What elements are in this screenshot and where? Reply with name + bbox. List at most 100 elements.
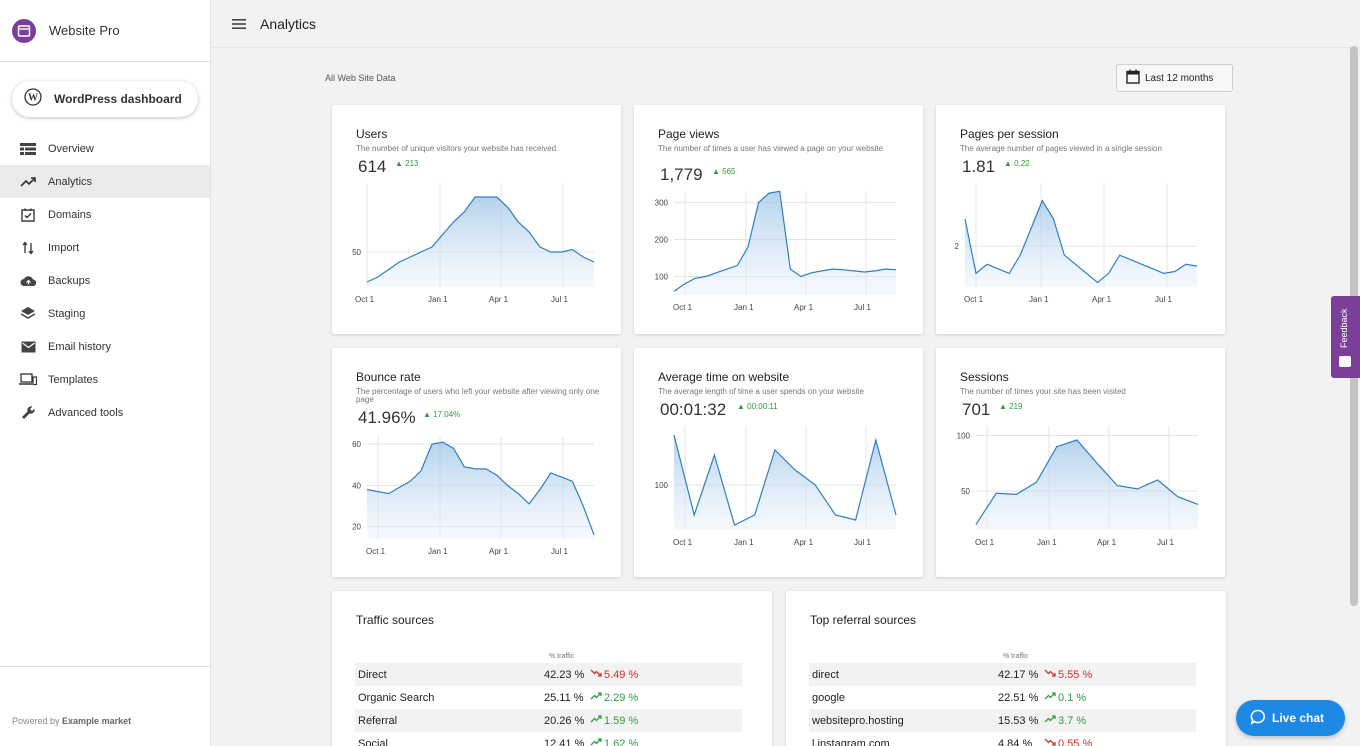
- metric-delta: ▲ 0.22: [1004, 159, 1030, 168]
- email-icon: [19, 338, 37, 356]
- metric-card-page-views: 100 200 300 Oct 1 Jan 1 Apr 1 Jul 1 Page views…: [634, 105, 923, 334]
- metric-chart: 100 200 300 Oct 1 Jan 1 Apr 1 Jul 1: [655, 190, 897, 312]
- metric-title: Page views: [658, 127, 720, 141]
- powered-by-brand[interactable]: Example market: [62, 716, 132, 726]
- trend-down-icon: [1044, 669, 1058, 680]
- series-area: [674, 191, 896, 295]
- wordpress-dashboard-button[interactable]: W WordPress dashboard: [12, 81, 198, 117]
- calendar-icon: [1126, 69, 1140, 87]
- top-bar: Analytics: [211, 0, 1360, 48]
- sidebar-footer: Powered by Example market: [0, 666, 210, 746]
- table-row[interactable]: Direct 42.23 % 5.49 %: [355, 663, 742, 686]
- sidebar-item-label: Templates: [48, 373, 99, 386]
- source-percent: 25.11 %: [544, 691, 584, 704]
- table-row[interactable]: direct 42.17 % 5.55 %: [809, 663, 1196, 686]
- sidebar-item-email-history[interactable]: Email history: [0, 330, 210, 363]
- x-tick-label: Jan 1: [734, 303, 754, 312]
- x-tick-label: Oct 1: [366, 547, 386, 556]
- metric-delta-value: 219: [1009, 402, 1023, 411]
- referral-column-header: % traffic: [1003, 653, 1029, 660]
- referrer-percent: 4.84 %: [998, 737, 1033, 746]
- metric-description: The number of unique visitors your websi…: [356, 144, 557, 153]
- referral-sources-title: Top referral sources: [810, 613, 917, 627]
- metric-delta-value: 565: [722, 167, 736, 176]
- date-range-button[interactable]: Last 12 months: [1116, 64, 1233, 92]
- series-line[interactable]: [975, 439, 1199, 525]
- series-line[interactable]: [673, 190, 897, 292]
- sidebar-item-backups[interactable]: Backups: [0, 264, 210, 297]
- source-percent: 20.26 %: [544, 714, 585, 727]
- traffic-column-header: % traffic: [549, 653, 575, 660]
- powered-by-prefix: Powered by: [12, 716, 60, 726]
- series-line[interactable]: [366, 441, 595, 536]
- sidebar-item-templates[interactable]: Templates: [0, 363, 210, 396]
- sidebar-item-label: Email history: [48, 340, 111, 353]
- metric-delta: ▲ 213: [395, 159, 419, 168]
- metric-chart: 50 100 Oct 1 Jan 1 Apr 1 Jul 1: [957, 426, 1199, 547]
- metric-card-bounce-rate: 20 40 60 Oct 1 Jan 1 Apr 1 Jul 1 Bounce rate T…: [332, 348, 621, 577]
- table-row[interactable]: l.instagram.com 4.84 % 0.55 %: [809, 732, 1196, 746]
- sidebar-item-label: Import: [48, 241, 80, 254]
- x-tick-label: Jan 1: [428, 295, 448, 304]
- sidebar-item-import[interactable]: Import: [0, 231, 210, 264]
- x-tick-label: Jul 1: [854, 303, 871, 312]
- metric-title: Average time on website: [658, 370, 790, 384]
- metric-value: 614: [358, 157, 387, 176]
- metric-value: 1.81: [962, 157, 996, 176]
- live-chat-button[interactable]: Live chat: [1236, 700, 1345, 736]
- x-tick-label: Jul 1: [551, 547, 568, 556]
- table-row[interactable]: websitepro.hosting 15.53 % 3.7 %: [809, 709, 1196, 732]
- wrench-icon: [19, 404, 37, 422]
- svg-text:W: W: [28, 92, 38, 103]
- series-line[interactable]: [964, 199, 1198, 284]
- series-area: [367, 442, 594, 539]
- overview-icon: [19, 140, 37, 158]
- source-change: 1.59 %: [604, 714, 639, 727]
- table-row[interactable]: Organic Search 25.11 % 2.29 %: [355, 686, 742, 709]
- templates-devices-icon: [19, 371, 37, 389]
- x-tick-label: Jul 1: [1157, 538, 1174, 547]
- metric-value: 41.96%: [358, 408, 416, 427]
- x-tick-label: Oct 1: [964, 295, 984, 304]
- table-row[interactable]: Social 12.41 % 1.62 %: [355, 732, 742, 746]
- sidebar-item-overview[interactable]: Overview: [0, 132, 210, 165]
- sidebar-item-label: Analytics: [48, 175, 93, 188]
- sidebar-item-staging[interactable]: Staging: [0, 297, 210, 330]
- backup-cloud-icon: [19, 272, 37, 290]
- trend-down-icon: [1044, 738, 1058, 746]
- sidebar-item-advanced-tools[interactable]: Advanced tools: [0, 396, 210, 429]
- feedback-tab[interactable]: Feedback: [1331, 296, 1360, 378]
- x-tick-label: Oct 1: [673, 303, 693, 312]
- sidebar-item-domains[interactable]: Domains: [0, 198, 210, 231]
- metric-value: 701: [962, 400, 991, 419]
- metric-chart: 100 Oct 1 Jan 1 Apr 1 Jul 1: [655, 426, 897, 547]
- date-range-label: Last 12 months: [1145, 72, 1214, 84]
- metric-description: The percentage of users who left your we…: [356, 387, 600, 404]
- y-tick-label: 2: [955, 242, 960, 251]
- live-chat-label: Live chat: [1272, 711, 1325, 725]
- y-tick-label: 50: [352, 248, 361, 257]
- table-row[interactable]: Referral 20.26 % 1.59 %: [355, 709, 742, 732]
- x-tick-label: Jul 1: [1155, 295, 1172, 304]
- sidebar-item-label: Domains: [48, 208, 92, 221]
- metric-delta: ▲ 219: [999, 402, 1023, 411]
- trend-up-icon: [590, 692, 604, 703]
- referrer-name: l.instagram.com: [812, 737, 890, 746]
- x-tick-label: Jan 1: [1029, 295, 1049, 304]
- hamburger-menu-icon[interactable]: [231, 17, 247, 31]
- metric-description: The average length of time a user spends…: [658, 387, 864, 396]
- y-tick-label: 60: [352, 440, 361, 449]
- website-pro-logo-icon: [12, 18, 36, 43]
- series-line[interactable]: [366, 196, 595, 283]
- metric-delta-value: 213: [405, 159, 419, 168]
- trend-up-icon: [590, 715, 604, 726]
- y-tick-label: 100: [957, 432, 971, 441]
- feedback-label: Feedback: [1339, 308, 1349, 348]
- series-line[interactable]: [673, 434, 897, 526]
- metric-card-users: 50 Oct 1 Jan 1 Apr 1 Jul 1 Users The number …: [332, 105, 621, 334]
- x-tick-label: Apr 1: [1092, 295, 1112, 304]
- sidebar-item-analytics[interactable]: Analytics: [0, 165, 210, 198]
- table-row[interactable]: google 22.51 % 0.1 %: [809, 686, 1196, 709]
- y-tick-label: 100: [655, 272, 669, 281]
- trend-up-icon: [1044, 692, 1058, 703]
